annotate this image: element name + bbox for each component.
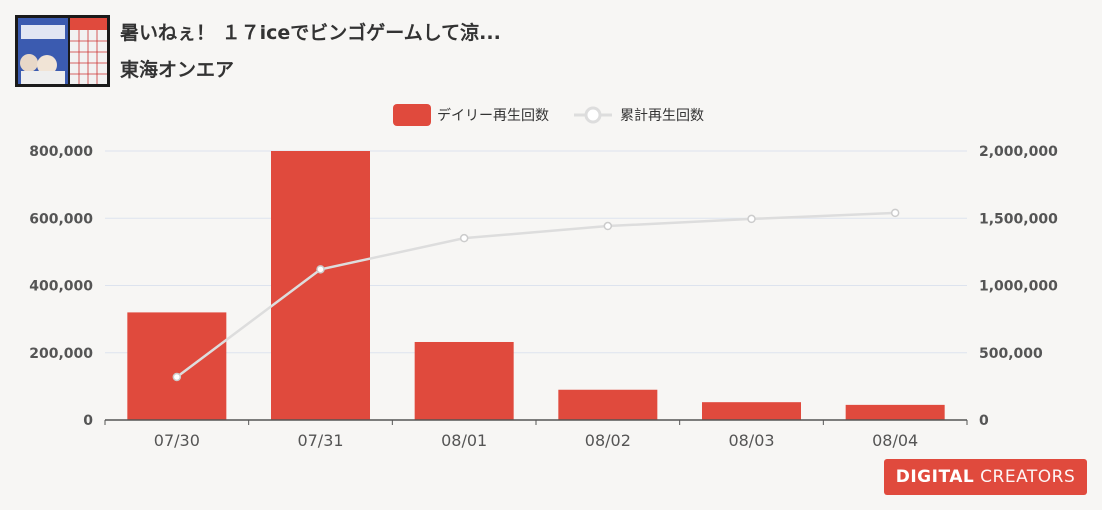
y-left-tick-label: 800,000 [29, 144, 93, 160]
x-tick-label: 08/01 [441, 431, 487, 450]
line-point [747, 214, 756, 224]
channel-name: 東海オンエア [120, 59, 235, 81]
x-tick-label: 08/03 [728, 431, 774, 450]
line-point [459, 233, 469, 243]
line-point [890, 208, 900, 218]
y-left-tick-label: 200,000 [29, 346, 93, 362]
video-thumbnail[interactable] [15, 15, 110, 87]
video-title: 暑いねぇ！ １７iceでビンゴゲームして涼... [120, 22, 501, 44]
logo-part2: CREATORS [980, 467, 1076, 487]
y-left-tick-label: 0 [83, 413, 93, 429]
bar [702, 402, 801, 420]
y-right-tick-label: 1,500,000 [979, 211, 1058, 227]
y-right-tick-label: 0 [979, 413, 989, 429]
x-tick-label: 07/31 [297, 431, 343, 450]
bar [558, 389, 658, 420]
logo-part1: DIGITAL [895, 467, 975, 487]
line-point [316, 265, 325, 274]
bar [845, 404, 945, 420]
legend-swatch-marker [584, 106, 602, 124]
x-tick-label: 08/04 [872, 431, 918, 450]
x-tick-label: 08/02 [585, 431, 631, 450]
legend-label-cumulative: 累計再生回数 [620, 108, 704, 124]
bar [271, 151, 370, 420]
legend-swatch-daily [393, 104, 431, 126]
line-point [172, 372, 182, 382]
cumulative-line [176, 211, 896, 378]
bar [127, 312, 227, 420]
legend-label-daily: デイリー再生回数 [437, 107, 549, 124]
thumbnail-image [15, 15, 110, 87]
digital-creators-logo[interactable]: DIGITAL CREATORS [884, 459, 1087, 495]
y-right-tick-label: 2,000,000 [979, 144, 1058, 160]
y-right-tick-label: 500,000 [979, 346, 1043, 362]
bar [414, 341, 514, 420]
line-point [603, 221, 613, 231]
y-left-tick-label: 600,000 [29, 211, 93, 227]
y-left-tick-label: 400,000 [29, 279, 93, 295]
y-right-tick-label: 1,000,000 [979, 279, 1058, 295]
x-tick-label: 07/30 [154, 431, 200, 450]
